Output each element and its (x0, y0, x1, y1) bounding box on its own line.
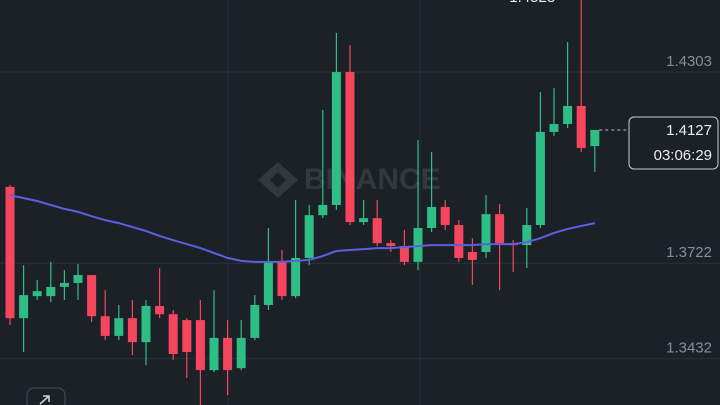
candle-body (440, 206, 450, 226)
candle-body (359, 218, 369, 223)
candle-body (59, 282, 69, 287)
last-price-label: 1.4127 (666, 122, 712, 139)
plot (5, 0, 600, 405)
y-axis: 1.3432 1.3722 1.4303 1.4528 1.4127 03:06:29 (509, 0, 719, 357)
candle-body (386, 243, 396, 247)
candle-body (576, 105, 586, 149)
candle-body (209, 337, 219, 371)
candle-body (481, 214, 491, 253)
candle-body (155, 305, 165, 315)
candle-body (250, 304, 260, 338)
y-tick-label: 1.4303 (666, 53, 712, 70)
countdown-label: 03:06:29 (654, 147, 712, 164)
candle-body (467, 252, 477, 260)
candle-body (141, 305, 151, 343)
candle-body (304, 215, 314, 258)
moving-average-line (9, 194, 596, 263)
candle-body (495, 214, 505, 244)
candle-body (535, 131, 545, 226)
watermark-text: BINANCE (304, 163, 441, 196)
candle-body (277, 261, 287, 297)
candle-body (263, 261, 273, 305)
candle-body (114, 318, 124, 336)
high-annotation: 1.4528 (509, 0, 555, 6)
candle-body (590, 129, 600, 147)
candle-body (127, 318, 137, 343)
candle-body (345, 72, 355, 223)
button-icon (39, 395, 50, 405)
candle-body (291, 257, 301, 297)
grid (0, 71, 720, 360)
candle-body (19, 295, 29, 319)
y-tick-label: 1.3432 (666, 340, 712, 357)
candle-body (46, 286, 56, 297)
price-box (628, 116, 719, 170)
candle-body (87, 275, 97, 317)
candle-body (454, 225, 464, 258)
candle-body (236, 337, 246, 369)
candle-body (223, 337, 233, 371)
candle-body (5, 186, 15, 319)
candle-body (73, 275, 83, 283)
candle-body (100, 316, 110, 336)
candle-body (522, 225, 532, 246)
candle-body (182, 320, 192, 353)
candle-body (427, 206, 437, 228)
candle-body (318, 204, 328, 216)
watermark-logo (258, 162, 298, 198)
candle-body (549, 124, 559, 132)
candle-body (413, 227, 423, 262)
chart-button[interactable] (26, 387, 66, 405)
candle-body (399, 246, 409, 262)
y-tick-label: 1.3722 (666, 244, 712, 261)
candle-body (372, 218, 382, 244)
candle-body (563, 105, 573, 125)
candle-body (168, 314, 178, 355)
candle-body (195, 320, 205, 371)
candle-body (32, 291, 42, 297)
candle-body (331, 72, 341, 205)
